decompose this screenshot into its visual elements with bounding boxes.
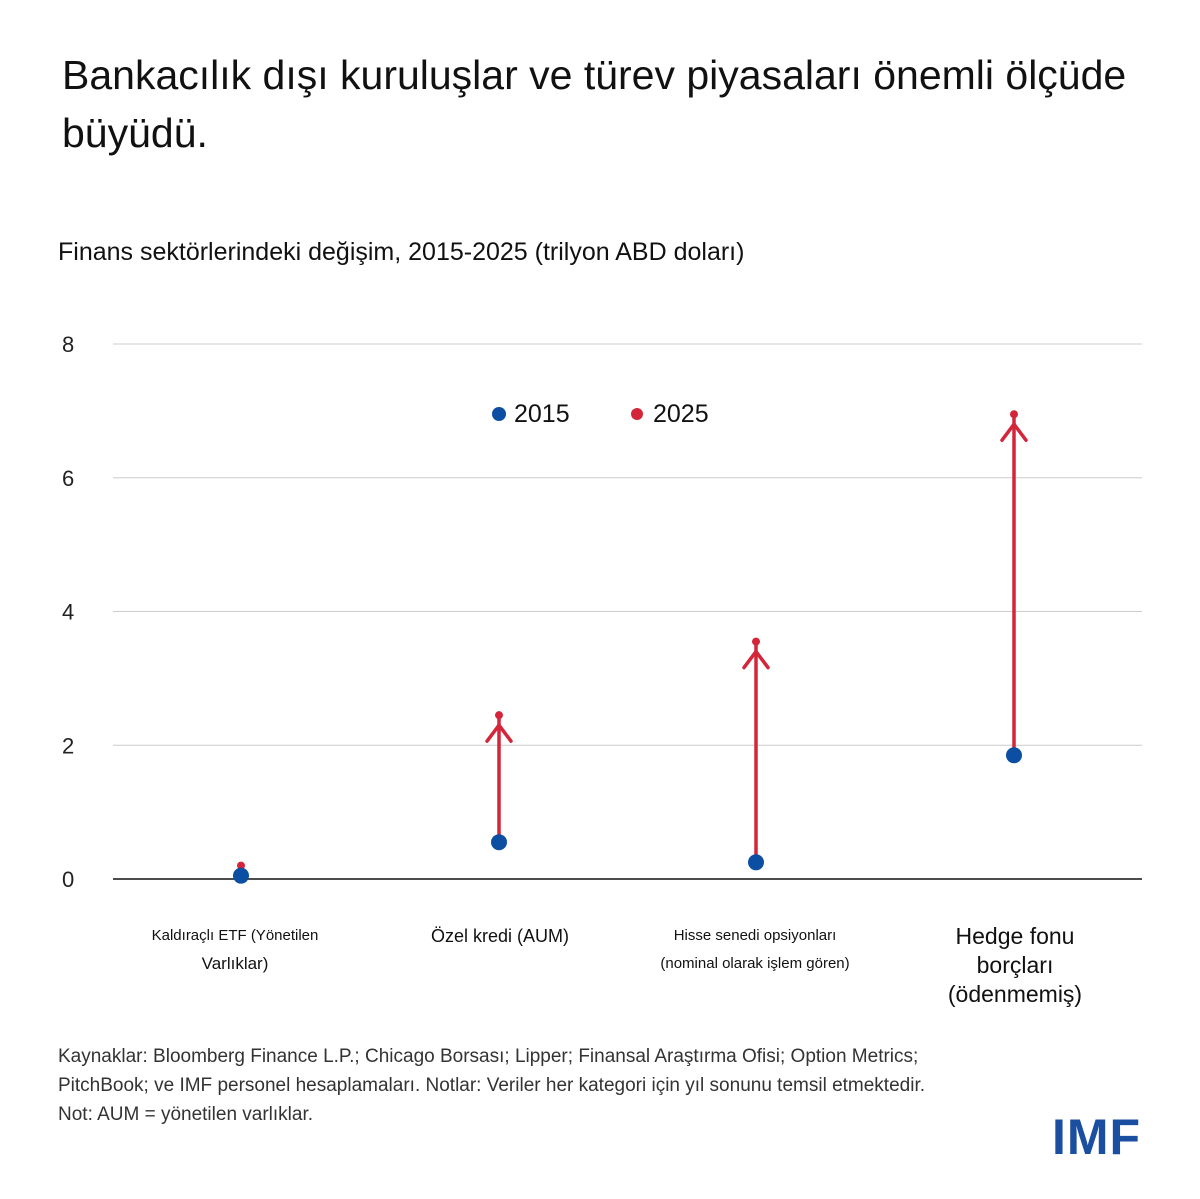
change-arrowhead xyxy=(485,723,513,743)
point-2025 xyxy=(752,637,760,646)
y-tick-label: 4 xyxy=(62,600,74,625)
legend: 2015 2025 xyxy=(492,400,709,428)
point-2025 xyxy=(495,711,503,720)
change-arrowhead xyxy=(1000,422,1028,442)
imf-logo: IMF xyxy=(1052,1109,1142,1165)
y-tick-label: 2 xyxy=(62,733,74,758)
legend-label-2025: 2025 xyxy=(653,400,709,428)
point-2015 xyxy=(491,834,507,851)
chart-title: Bankacılık dışı kuruluşlar ve türev piya… xyxy=(62,52,1127,156)
legend-label-2015: 2015 xyxy=(514,400,570,428)
chart-subtitle: Finans sektörlerindeki değişim, 2015-202… xyxy=(58,238,745,266)
point-2015 xyxy=(233,867,249,884)
category-label-private-credit: Özel kredi (AUM) xyxy=(430,926,569,946)
category-label-leveraged-etf: Kaldıraçlı ETF (Yönetilen Varlıklar) xyxy=(151,927,319,973)
y-tick-label: 6 xyxy=(62,466,74,491)
point-2015 xyxy=(1006,747,1022,764)
y-axis-ticks: 0 2 4 6 8 xyxy=(62,332,74,892)
y-tick-label: 0 xyxy=(62,867,74,892)
change-arrowhead xyxy=(742,649,770,670)
data-marks xyxy=(233,410,1028,884)
source-note: Kaynaklar: Bloomberg Finance L.P.; Chica… xyxy=(58,1046,925,1125)
category-label-hedge-fund: Hedge fonu borçları (ödenmemiş) xyxy=(947,923,1083,1007)
legend-marker-2025 xyxy=(631,408,643,420)
point-2025 xyxy=(1010,410,1018,419)
legend-marker-2015 xyxy=(492,407,506,421)
grid-lines xyxy=(113,343,1142,880)
point-2015 xyxy=(748,854,764,871)
point-2025 xyxy=(237,861,245,870)
category-label-equity-options: Hisse senedi opsiyonları (nominal olarak… xyxy=(660,927,850,972)
y-tick-label: 8 xyxy=(62,332,74,357)
